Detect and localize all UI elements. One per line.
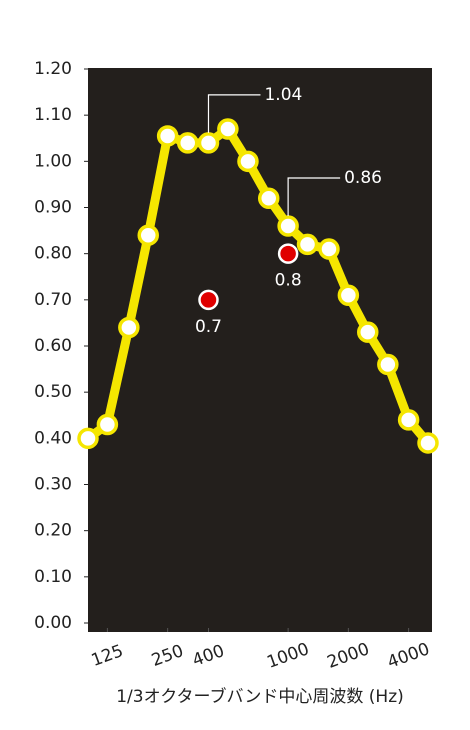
y-tick-label: 1.10: [34, 105, 72, 125]
marker: [337, 284, 360, 306]
marker: [176, 132, 199, 154]
y-tick-label: 1.00: [34, 151, 72, 171]
annotation-leader: [207, 94, 261, 133]
marker: [377, 353, 399, 376]
point: [277, 243, 299, 264]
y-tick-label: 0.90: [34, 198, 72, 218]
y-tick-label: 0.20: [34, 521, 72, 541]
marker: [237, 150, 259, 173]
marker: [96, 413, 119, 436]
y-tick-label: 1.20: [34, 59, 72, 79]
point: [198, 289, 219, 311]
marker: [156, 125, 179, 147]
x-tick-label: 400: [190, 641, 227, 671]
y-tick-label: 0.50: [34, 382, 72, 402]
data-label: 0.8: [275, 271, 302, 291]
annotation: 1.04: [264, 85, 302, 105]
marker: [357, 321, 379, 343]
marker: [137, 224, 159, 246]
marker: [296, 233, 319, 256]
y-tick-label: 0.60: [34, 336, 72, 356]
x-tick-label: 4000: [385, 639, 432, 673]
y-tick-label: 0.70: [34, 290, 72, 310]
x-axis-label: 1/3オクターブバンド中心周波数 (Hz): [116, 686, 404, 707]
marker: [397, 409, 420, 431]
x-tick-label: 250: [149, 641, 186, 671]
marker: [77, 427, 99, 450]
y-tick-label: 0.80: [34, 244, 72, 264]
x-tick-label: 125: [89, 641, 126, 671]
x-tick-label: 1000: [264, 639, 311, 673]
marker: [118, 316, 140, 339]
x-tick-label: 2000: [325, 639, 372, 673]
annotation: 0.86: [344, 168, 382, 188]
marker: [417, 432, 439, 454]
y-tick-label: 0.00: [34, 613, 72, 633]
data-label: 0.7: [195, 317, 222, 337]
marker: [318, 238, 340, 260]
marker: [217, 118, 239, 140]
y-tick-label: 0.30: [34, 475, 72, 495]
marker: [257, 187, 280, 210]
y-tick-label: 0.40: [34, 428, 72, 448]
marker: [197, 132, 220, 154]
marker: [277, 215, 299, 237]
annotation-leader: [287, 177, 341, 216]
y-tick-label: 0.10: [34, 567, 72, 587]
